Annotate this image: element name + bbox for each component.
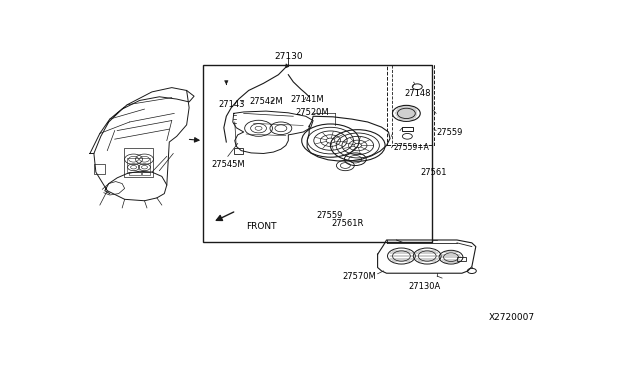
Bar (127, 158, 150, 172)
Bar (94, 164, 105, 174)
Text: 27559: 27559 (436, 128, 463, 137)
Text: 27561R: 27561R (332, 219, 364, 228)
Bar (124, 148, 154, 177)
Text: 27141M: 27141M (291, 94, 324, 103)
Text: 27130: 27130 (274, 52, 303, 61)
Text: 27542M: 27542M (249, 97, 283, 106)
Bar (234, 148, 243, 154)
Text: 27561: 27561 (420, 168, 447, 177)
Text: X2720007: X2720007 (488, 313, 534, 322)
Text: 27570M: 27570M (343, 272, 376, 280)
Text: 27545M: 27545M (211, 160, 244, 169)
Text: 27130A: 27130A (408, 282, 441, 291)
Text: 27143: 27143 (218, 100, 244, 109)
Bar (403, 127, 413, 131)
Text: 27559+A: 27559+A (394, 143, 429, 152)
Bar (457, 257, 466, 261)
Text: 27520M: 27520M (295, 108, 329, 117)
Text: FRONT: FRONT (246, 222, 276, 231)
Bar (129, 171, 141, 175)
Bar (203, 65, 432, 242)
Text: 27148: 27148 (404, 89, 431, 99)
Text: 27559: 27559 (316, 211, 342, 219)
Bar (387, 65, 434, 145)
Bar (143, 171, 150, 175)
